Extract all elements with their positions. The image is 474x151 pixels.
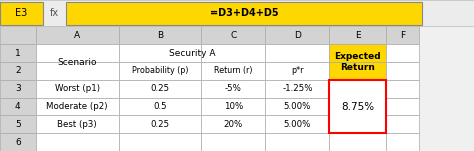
FancyBboxPatch shape [0, 80, 36, 98]
FancyBboxPatch shape [0, 115, 36, 133]
FancyBboxPatch shape [118, 26, 201, 44]
FancyBboxPatch shape [36, 44, 118, 62]
FancyBboxPatch shape [201, 115, 265, 133]
Text: Security A: Security A [169, 49, 215, 58]
FancyBboxPatch shape [201, 133, 265, 151]
Text: 2: 2 [15, 66, 20, 75]
FancyBboxPatch shape [0, 133, 36, 151]
Text: 20%: 20% [224, 120, 243, 129]
Text: 5: 5 [15, 120, 21, 129]
Text: 5.00%: 5.00% [284, 102, 311, 111]
Text: -1.25%: -1.25% [282, 84, 313, 93]
Text: -5%: -5% [225, 84, 242, 93]
Text: 0.25: 0.25 [150, 120, 170, 129]
Text: 6: 6 [15, 138, 21, 147]
FancyBboxPatch shape [386, 26, 419, 44]
FancyBboxPatch shape [201, 80, 265, 98]
Text: 4: 4 [15, 102, 20, 111]
FancyBboxPatch shape [265, 26, 329, 44]
Text: Best (p3): Best (p3) [57, 120, 97, 129]
Text: 5.00%: 5.00% [284, 120, 311, 129]
Text: 10%: 10% [224, 102, 243, 111]
FancyBboxPatch shape [0, 26, 36, 44]
FancyBboxPatch shape [66, 2, 422, 25]
Text: E: E [355, 31, 361, 40]
FancyBboxPatch shape [36, 26, 118, 44]
Text: Moderate (p2): Moderate (p2) [46, 102, 108, 111]
FancyBboxPatch shape [118, 62, 201, 80]
FancyBboxPatch shape [118, 98, 201, 115]
FancyBboxPatch shape [118, 133, 201, 151]
FancyBboxPatch shape [265, 133, 329, 151]
FancyBboxPatch shape [265, 80, 329, 98]
Text: 3: 3 [15, 84, 21, 93]
FancyBboxPatch shape [265, 62, 329, 80]
FancyBboxPatch shape [386, 80, 419, 98]
FancyBboxPatch shape [0, 44, 36, 62]
FancyBboxPatch shape [0, 2, 43, 25]
FancyBboxPatch shape [118, 115, 201, 133]
FancyBboxPatch shape [329, 26, 386, 44]
Text: 0.25: 0.25 [150, 84, 170, 93]
Text: Expected
Return: Expected Return [335, 52, 381, 72]
Text: 1: 1 [15, 49, 21, 58]
Text: fx: fx [50, 8, 59, 18]
Text: 8.75%: 8.75% [341, 101, 374, 111]
FancyBboxPatch shape [386, 98, 419, 115]
Text: B: B [157, 31, 163, 40]
FancyBboxPatch shape [329, 133, 386, 151]
FancyBboxPatch shape [201, 44, 265, 62]
Text: 0.5: 0.5 [153, 102, 167, 111]
FancyBboxPatch shape [386, 133, 419, 151]
FancyBboxPatch shape [386, 115, 419, 133]
Text: Scenario: Scenario [57, 58, 97, 67]
Text: Return (r): Return (r) [214, 66, 253, 75]
FancyBboxPatch shape [118, 80, 201, 98]
Text: F: F [401, 31, 405, 40]
Text: p*r: p*r [291, 66, 304, 75]
FancyBboxPatch shape [329, 44, 386, 62]
FancyBboxPatch shape [36, 98, 118, 115]
FancyBboxPatch shape [329, 80, 386, 98]
FancyBboxPatch shape [265, 98, 329, 115]
FancyBboxPatch shape [36, 62, 118, 80]
FancyBboxPatch shape [201, 62, 265, 80]
FancyBboxPatch shape [201, 98, 265, 115]
FancyBboxPatch shape [0, 0, 474, 26]
Text: Probability (p): Probability (p) [132, 66, 188, 75]
FancyBboxPatch shape [265, 115, 329, 133]
Text: C: C [230, 31, 237, 40]
Text: A: A [74, 31, 80, 40]
Text: Worst (p1): Worst (p1) [55, 84, 100, 93]
Text: =D3+D4+D5: =D3+D4+D5 [210, 8, 278, 18]
FancyBboxPatch shape [329, 98, 386, 115]
FancyBboxPatch shape [386, 62, 419, 80]
FancyBboxPatch shape [329, 80, 386, 133]
FancyBboxPatch shape [201, 26, 265, 44]
FancyBboxPatch shape [118, 44, 201, 62]
FancyBboxPatch shape [0, 98, 36, 115]
Text: D: D [294, 31, 301, 40]
FancyBboxPatch shape [265, 44, 329, 62]
FancyBboxPatch shape [36, 115, 118, 133]
FancyBboxPatch shape [0, 62, 36, 80]
FancyBboxPatch shape [329, 115, 386, 133]
FancyBboxPatch shape [36, 133, 118, 151]
FancyBboxPatch shape [386, 44, 419, 62]
FancyBboxPatch shape [329, 62, 386, 80]
FancyBboxPatch shape [36, 80, 118, 98]
Text: E3: E3 [15, 8, 27, 18]
